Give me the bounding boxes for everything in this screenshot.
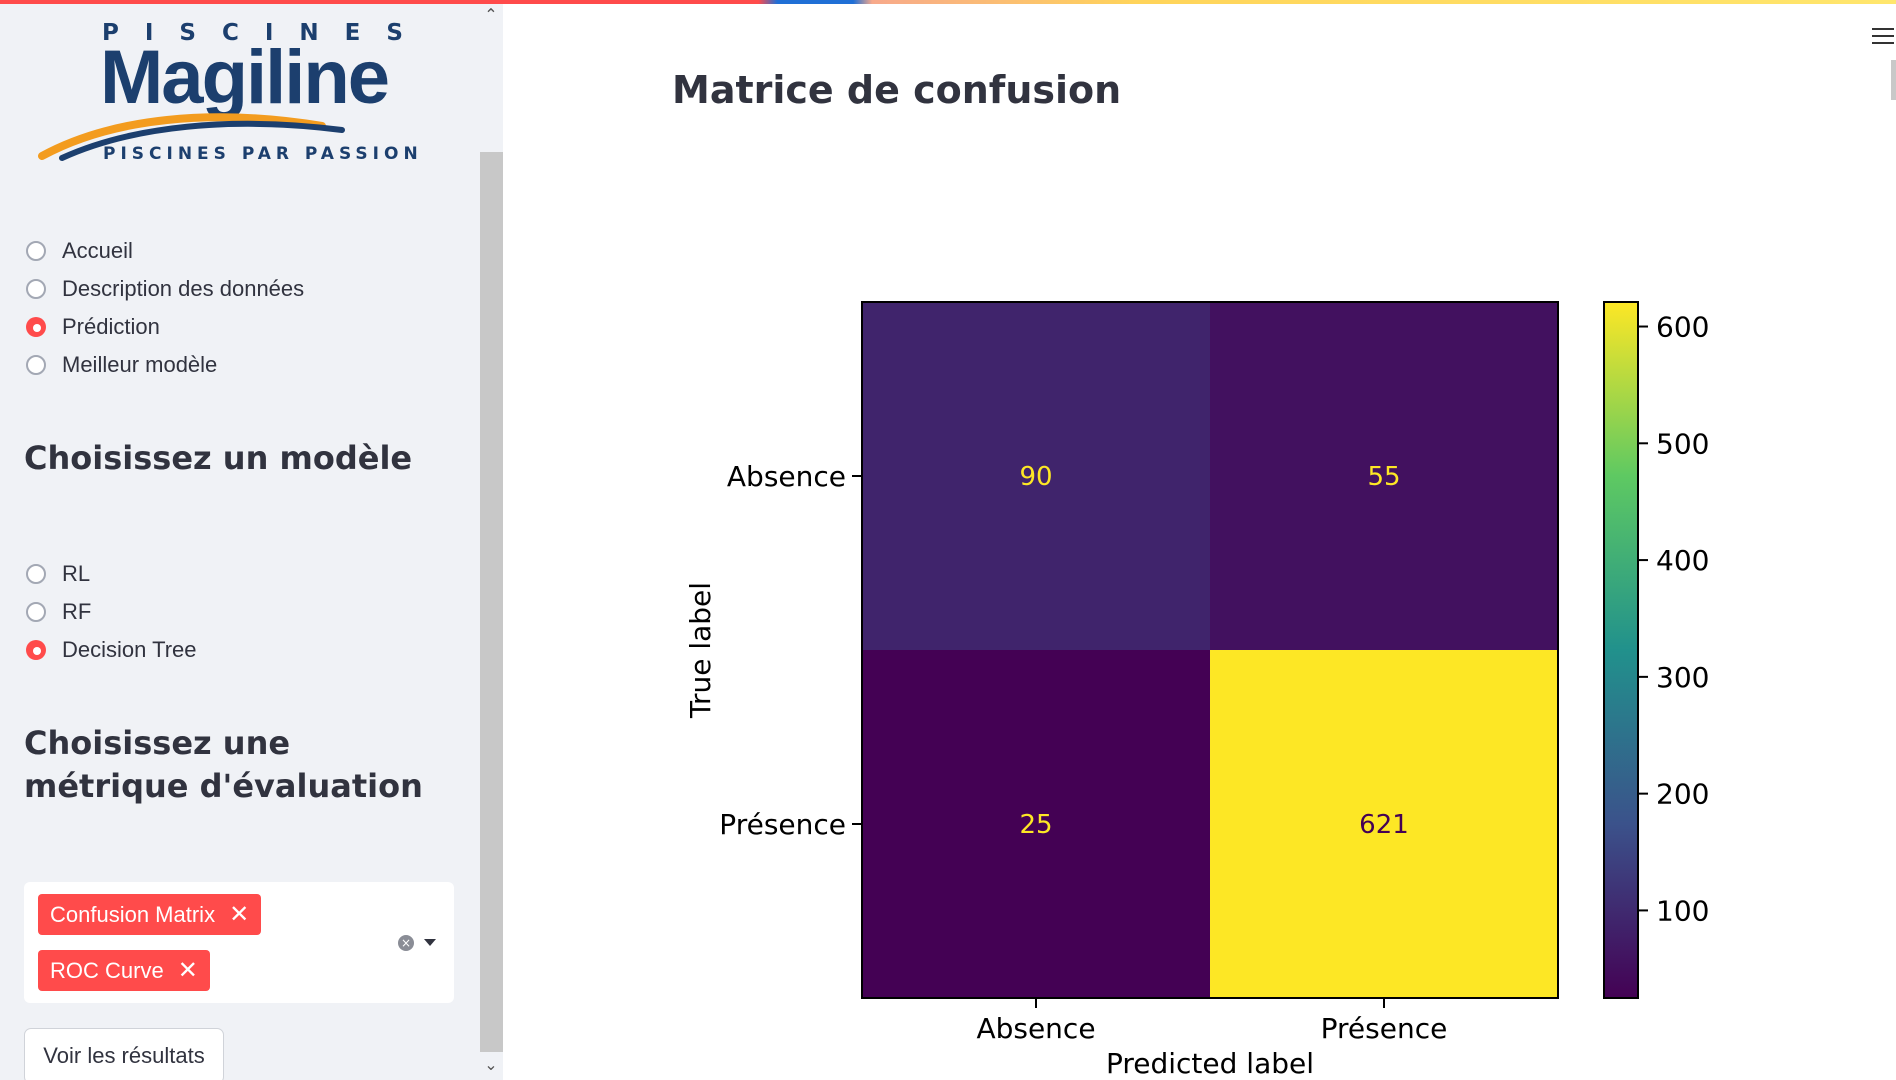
cell-value-label: 25 bbox=[1019, 810, 1052, 840]
tag-roc-curve: ROC Curve ✕ bbox=[38, 950, 210, 991]
radio-button-selected[interactable] bbox=[26, 317, 46, 337]
metric-multiselect[interactable]: Confusion Matrix ✕ ROC Curve ✕ × bbox=[24, 882, 454, 1003]
colorbar-tick-label: 400 bbox=[1656, 544, 1709, 577]
cell-value-label: 90 bbox=[1019, 462, 1052, 492]
logo-top-text: PISCINES bbox=[102, 20, 422, 46]
colorbar-tick-label: 300 bbox=[1656, 661, 1709, 694]
x-tick-label: Absence bbox=[976, 1012, 1095, 1045]
radio-prediction[interactable]: Prédiction bbox=[26, 308, 304, 346]
colorbar-tick-label: 200 bbox=[1656, 778, 1709, 811]
radio-label: RL bbox=[62, 561, 91, 586]
scroll-up-icon[interactable]: ⌃ bbox=[484, 5, 498, 24]
remove-tag-icon[interactable]: ✕ bbox=[177, 957, 198, 984]
heatmap-cell bbox=[1210, 302, 1558, 650]
cell-value-label: 55 bbox=[1367, 462, 1400, 492]
remove-tag-icon[interactable]: ✕ bbox=[229, 901, 250, 928]
y-tick-label: Présence bbox=[719, 808, 846, 841]
clear-all-icon[interactable]: × bbox=[398, 935, 414, 951]
radio-rl[interactable]: RL bbox=[26, 555, 197, 593]
radio-button-selected[interactable] bbox=[26, 640, 46, 660]
radio-label: Description des données bbox=[62, 276, 305, 301]
voir-les-resultats-button[interactable]: Voir les résultats bbox=[24, 1028, 224, 1080]
metric-heading: Choisissez une métrique d'évaluation bbox=[24, 724, 423, 805]
heatmap-cell bbox=[862, 650, 1210, 998]
radio-button[interactable] bbox=[26, 602, 46, 622]
x-axis-label: Predicted label bbox=[1106, 1047, 1314, 1080]
plot-frame bbox=[861, 301, 1559, 999]
model-radio-group: RL RF Decision Tree bbox=[26, 555, 197, 669]
radio-button[interactable] bbox=[26, 279, 46, 299]
confusion-matrix-chart: 90 55 25 621 Absence Présence Absence Présence… bbox=[684, 301, 1709, 1080]
colorbar-tick-label: 500 bbox=[1656, 427, 1709, 460]
y-tick-label: Absence bbox=[727, 460, 846, 493]
scroll-down-icon[interactable]: ⌄ bbox=[484, 1055, 498, 1074]
page-nav-radio-group: Accueil Description des données Prédicti… bbox=[26, 232, 304, 384]
hamburger-menu-icon[interactable] bbox=[1872, 28, 1894, 46]
radio-label: Decision Tree bbox=[62, 637, 197, 662]
sidebar: PISCINES Magiline PISCINES PAR PASSION A… bbox=[0, 0, 503, 1080]
radio-meilleur-modele[interactable]: Meilleur modèle bbox=[26, 346, 304, 384]
radio-label: RF bbox=[62, 599, 92, 624]
magiline-logo: PISCINES Magiline PISCINES PAR PASSION bbox=[38, 20, 422, 164]
radio-label: Accueil bbox=[62, 238, 133, 263]
cell-value-label: 621 bbox=[1359, 810, 1409, 840]
colorbar bbox=[1603, 301, 1639, 999]
sidebar-scrollbar-thumb[interactable] bbox=[480, 152, 503, 1052]
colorbar-tick-label: 100 bbox=[1656, 894, 1709, 927]
x-tick-label: Présence bbox=[1321, 1012, 1448, 1045]
logo-tagline: PISCINES PAR PASSION bbox=[103, 144, 422, 164]
radio-decision-tree[interactable]: Decision Tree bbox=[26, 631, 197, 669]
tag-label: ROC Curve bbox=[50, 958, 164, 983]
radio-rf[interactable]: RF bbox=[26, 593, 197, 631]
logo-brand: Magiline bbox=[100, 35, 388, 120]
top-decoration-bar bbox=[0, 0, 1896, 4]
radio-label: Meilleur modèle bbox=[62, 352, 218, 377]
tag-label: Confusion Matrix bbox=[50, 902, 216, 927]
radio-accueil[interactable]: Accueil bbox=[26, 232, 304, 270]
tag-confusion-matrix: Confusion Matrix ✕ bbox=[38, 894, 262, 935]
main-scrollbar-thumb[interactable] bbox=[1891, 60, 1896, 100]
model-heading: Choisissez un modèle bbox=[24, 439, 413, 477]
y-axis-label: True label bbox=[684, 582, 717, 719]
radio-button[interactable] bbox=[26, 355, 46, 375]
radio-button[interactable] bbox=[26, 564, 46, 584]
page-title: Matrice de confusion bbox=[672, 68, 1122, 112]
radio-button[interactable] bbox=[26, 241, 46, 261]
colorbar-tick-label: 600 bbox=[1656, 311, 1709, 344]
heatmap-cell bbox=[862, 302, 1210, 650]
chevron-down-icon[interactable] bbox=[424, 939, 436, 946]
heatmap-cell bbox=[1210, 650, 1558, 998]
radio-label: Prédiction bbox=[62, 314, 160, 339]
radio-description-des-donnees[interactable]: Description des données bbox=[26, 270, 304, 308]
